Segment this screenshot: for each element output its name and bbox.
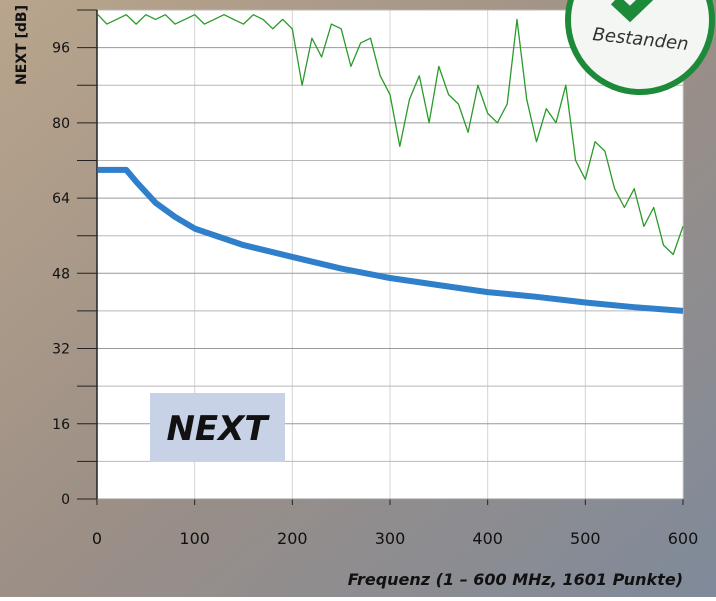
x-tick-label: 500 — [570, 529, 601, 548]
y-tick-label: 48 — [52, 266, 70, 282]
y-axis-label: NEXT [dB] — [14, 5, 30, 85]
y-tick-label: 0 — [61, 492, 70, 508]
x-tick-label: 200 — [277, 529, 308, 548]
y-tick-label: 32 — [52, 342, 70, 358]
x-tick-label: 600 — [668, 529, 699, 548]
x-tick-label: 100 — [179, 529, 210, 548]
x-axis-label: Frequenz (1 – 600 MHz, 1601 Punkte) — [348, 570, 683, 589]
x-tick-label: 300 — [375, 529, 406, 548]
y-tick-label: 96 — [52, 41, 70, 57]
y-tick-label: 16 — [52, 417, 70, 433]
data-line — [98, 166, 684, 314]
x-tick-label: 0 — [92, 529, 102, 548]
annotation: NEXT — [166, 409, 270, 449]
y-tick-label: 64 — [52, 191, 70, 207]
annotation-box — [150, 393, 285, 462]
badge-check — [610, 0, 654, 23]
y-tick-label: 80 — [52, 116, 70, 132]
x-tick-label: 400 — [472, 529, 503, 548]
data-line — [97, 14, 684, 256]
badge — [565, 0, 715, 95]
